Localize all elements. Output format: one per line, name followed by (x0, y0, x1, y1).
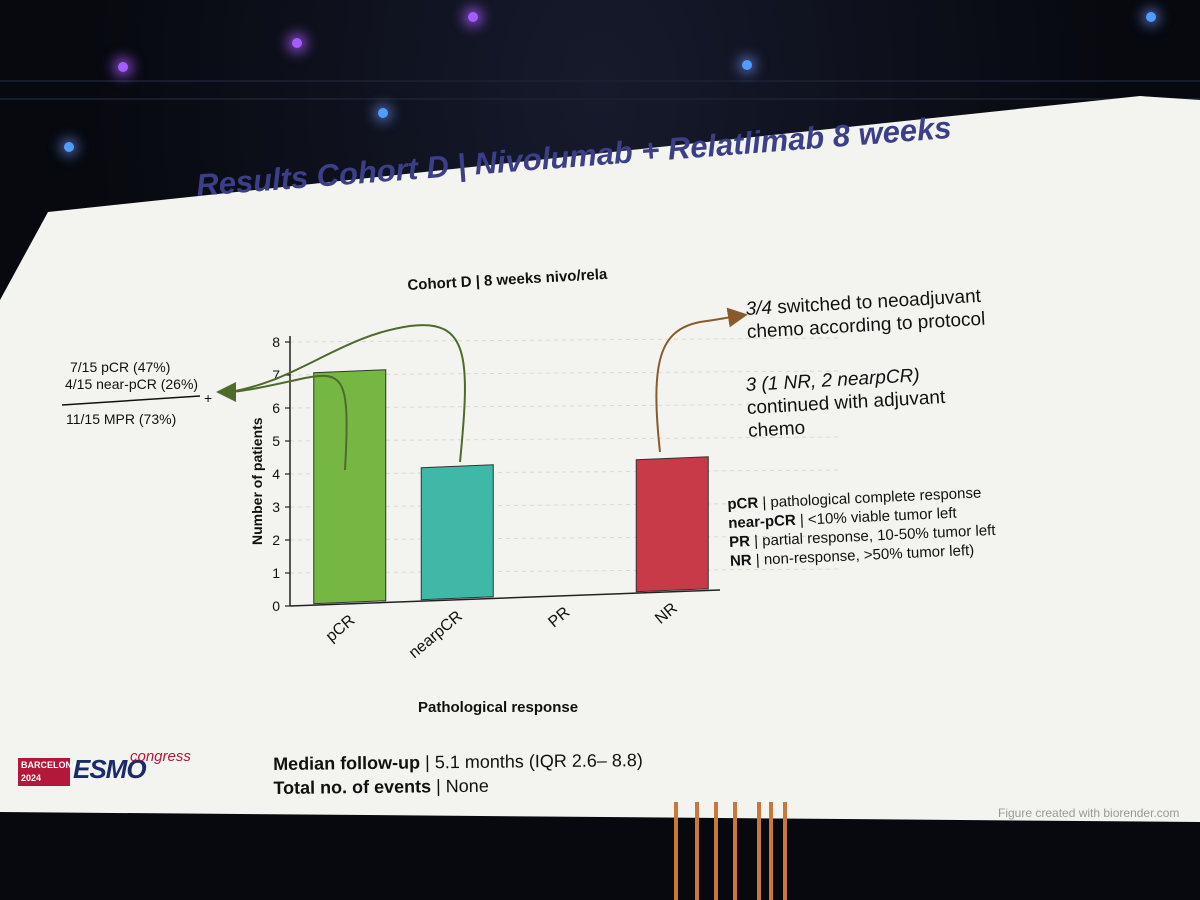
switched-count: 3/4 (745, 297, 773, 320)
x-tick-label: nearpCR (406, 608, 466, 662)
bar-nearpcr (420, 464, 494, 601)
stage-light (292, 38, 302, 48)
nearpcr-summary: 4/15 near-pCR (26%) (65, 376, 199, 392)
footer-stats: Median follow-up | 5.1 months (IQR 2.6– … (273, 748, 643, 800)
followup-line: Median follow-up | 5.1 months (IQR 2.6– … (273, 750, 643, 774)
mpr-summary: 11/15 MPR (73%) (66, 411, 177, 427)
sum-divider (61, 395, 201, 406)
x-ticks: pCR nearpCR PR NR (323, 600, 681, 662)
stage-light (378, 108, 388, 118)
continued-note: 3 (1 NR, 2 nearpCR) continued with adjuv… (745, 363, 947, 443)
abbreviation-legend: pCR | pathological complete response nea… (727, 483, 997, 571)
x-axis-label: Pathological response (418, 699, 578, 716)
stage-light (118, 62, 128, 72)
stage-light (1146, 12, 1156, 22)
nearpcr-arrow (229, 324, 466, 463)
esmo-logo: BARCELONA 2024 ESMO congress (18, 748, 191, 788)
y-tick-label: 4 (272, 466, 280, 482)
y-tick-label: 8 (272, 334, 280, 350)
y-ticks: 0 1 2 3 4 5 6 7 8 (272, 334, 290, 614)
logo-suffix: congress (130, 748, 191, 765)
x-axis (289, 589, 721, 607)
bars (313, 369, 709, 605)
nr-arrow (655, 307, 748, 453)
logo-name: ESMO (73, 754, 147, 784)
y-tick-label: 7 (272, 367, 280, 383)
y-tick-label: 5 (272, 433, 280, 449)
figure-credit: Figure created with biorender.com (998, 806, 1180, 820)
y-tick-label: 0 (272, 598, 280, 614)
stage-light (468, 12, 478, 22)
continued-text-2: chemo (747, 417, 806, 442)
events-line: Total no. of events | None (273, 775, 489, 798)
plus-sign: + (204, 390, 213, 406)
bar-pcr (313, 369, 387, 605)
y-tick-label: 1 (272, 565, 280, 581)
logo-badge: BARCELONA 2024 (18, 758, 79, 786)
bamboo-decoration (674, 802, 787, 900)
gridline (289, 337, 841, 343)
x-tick-label: PR (545, 604, 573, 631)
stage-light (742, 60, 752, 70)
x-tick-label: pCR (323, 612, 358, 646)
lighting-truss (0, 80, 1200, 100)
y-axis-label: Number of patients (249, 417, 265, 545)
y-tick-label: 6 (272, 400, 280, 416)
stage-light (64, 142, 74, 152)
pcr-arrow (216, 374, 348, 471)
bar-nr (635, 456, 709, 593)
y-tick-label: 3 (272, 499, 280, 515)
pcr-summary: 7/15 pCR (47%) (70, 359, 171, 375)
y-tick-label: 2 (272, 532, 280, 548)
x-tick-label: NR (652, 600, 681, 628)
